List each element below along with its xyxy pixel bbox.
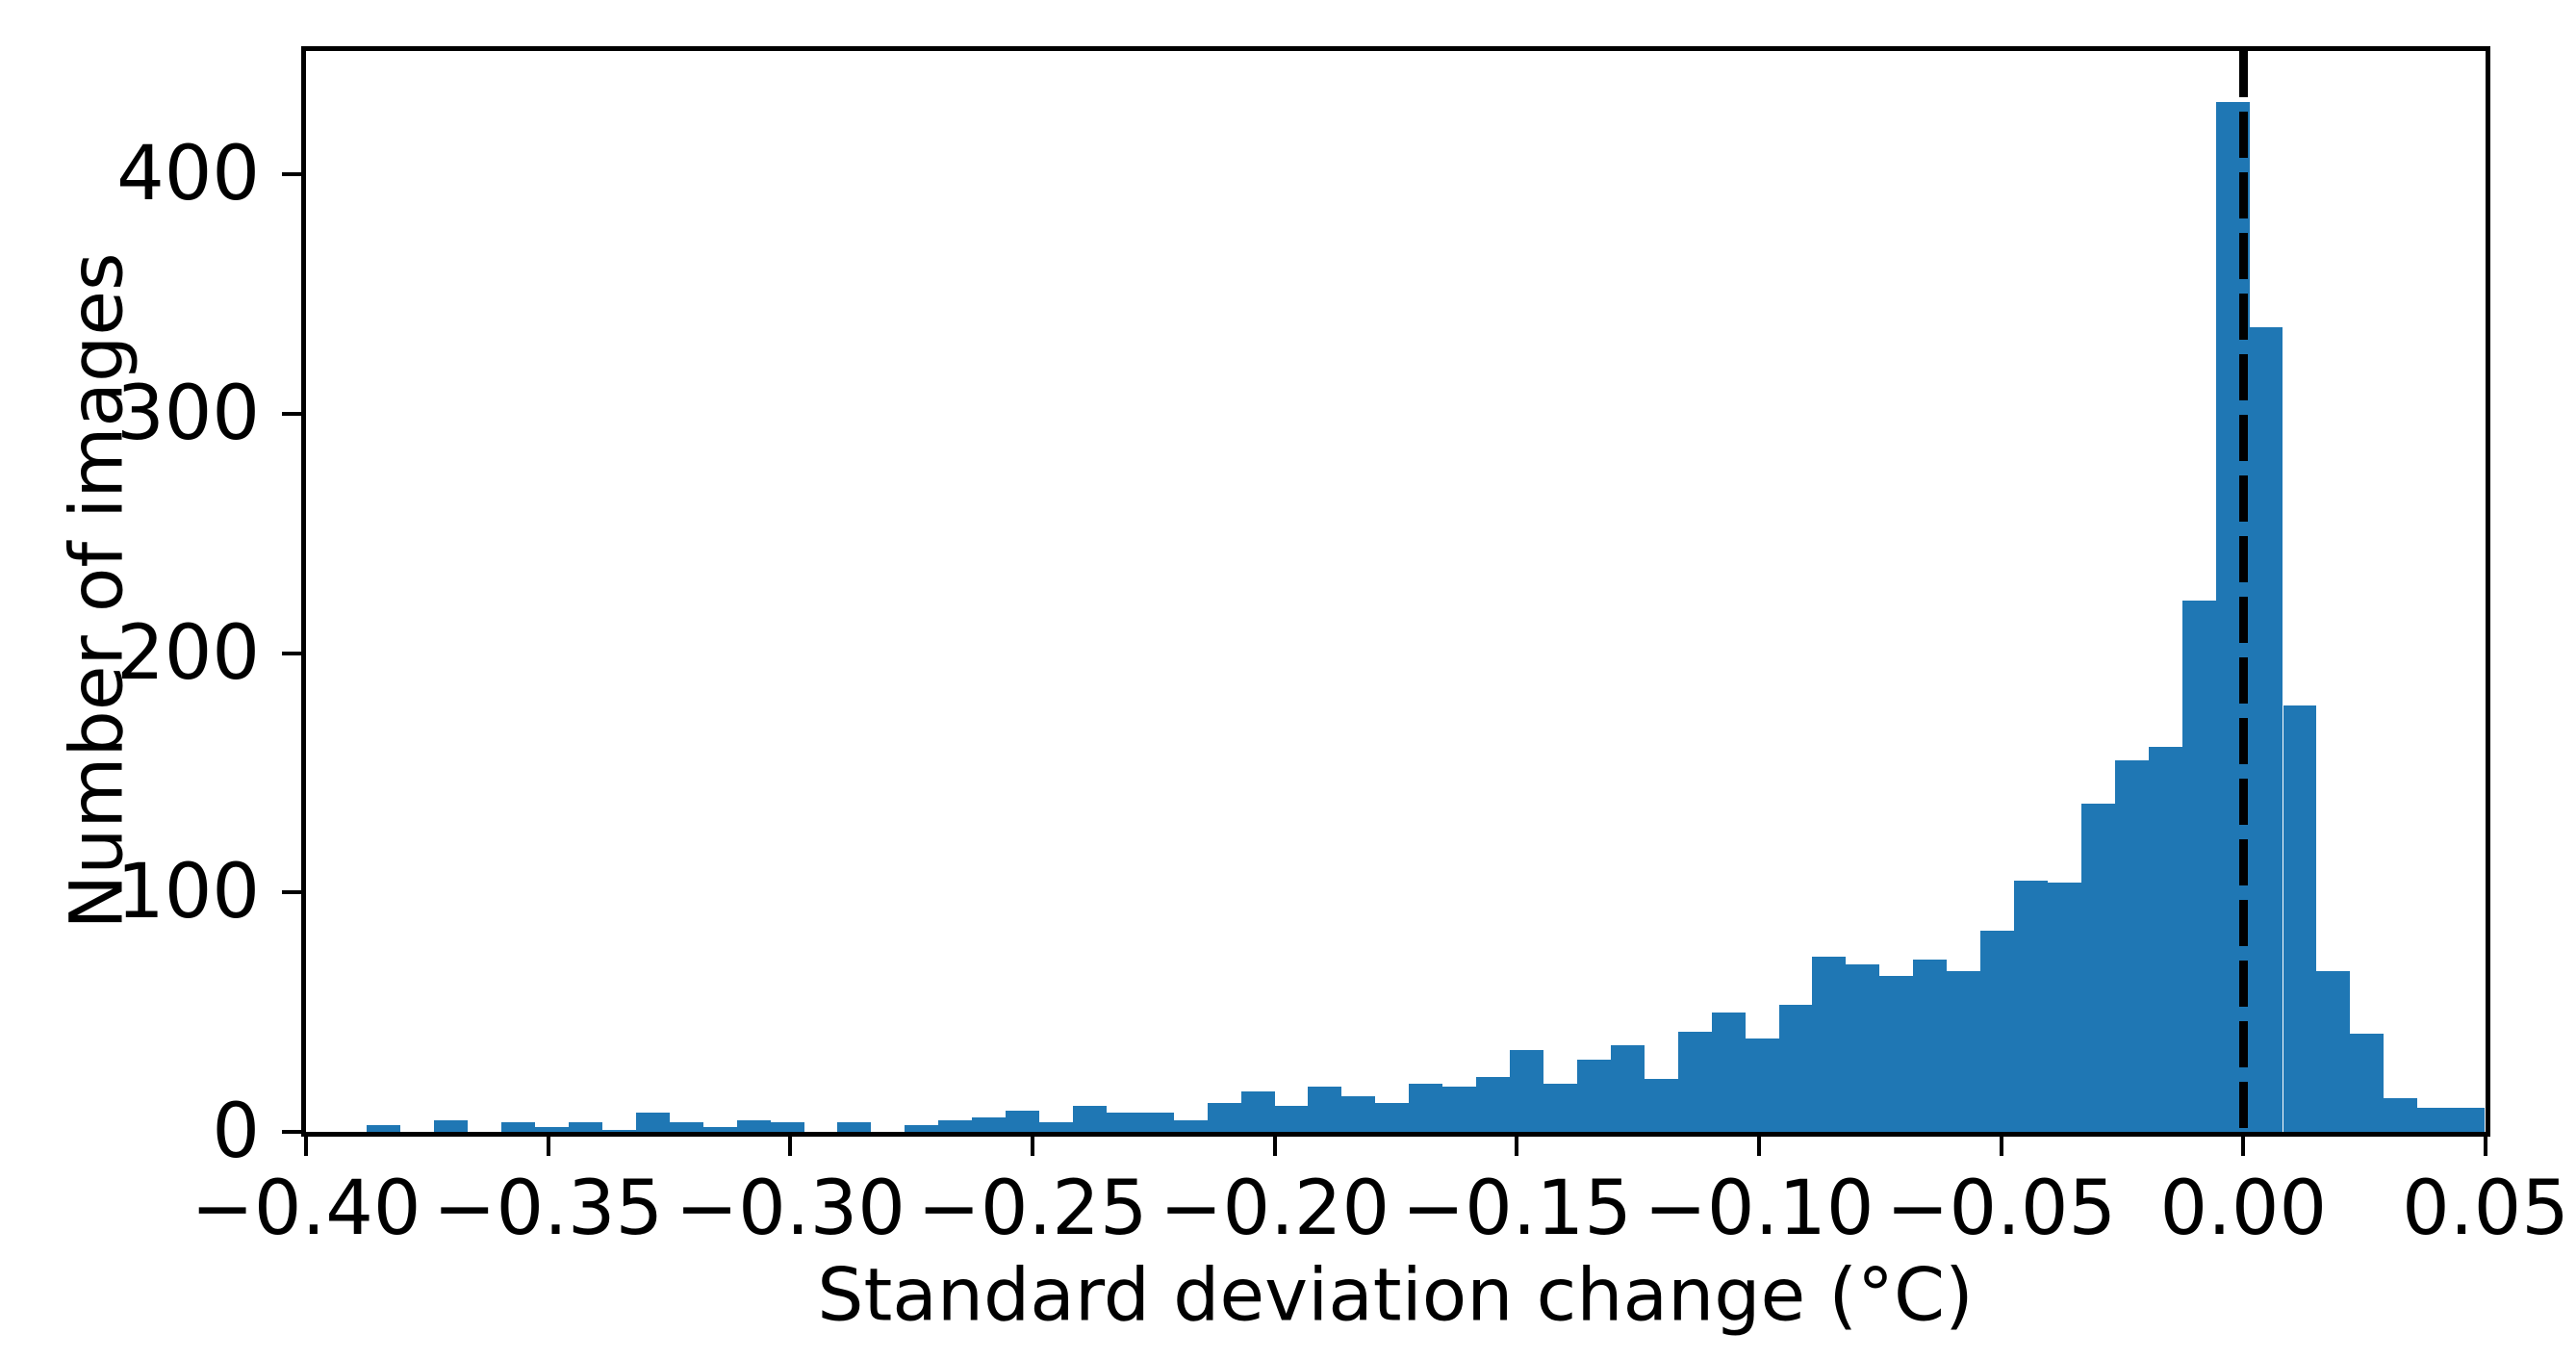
- histogram-bar: [837, 1122, 872, 1132]
- x-tick-label: −0.35: [433, 1166, 664, 1252]
- histogram-bar: [1308, 1086, 1342, 1132]
- histogram-bar: [702, 1127, 737, 1132]
- x-tick-mark: [546, 1137, 550, 1156]
- plot-area: [301, 46, 2490, 1137]
- histogram-bar: [2283, 705, 2317, 1132]
- histogram-bar: [2114, 760, 2149, 1132]
- histogram-bar: [535, 1127, 569, 1132]
- x-tick-label: −0.25: [917, 1166, 1148, 1252]
- y-tick-label: 300: [116, 370, 260, 457]
- histogram-bar: [1610, 1045, 1645, 1132]
- histogram-bar: [2316, 971, 2351, 1132]
- histogram-bar: [2384, 1098, 2418, 1132]
- x-tick-label: −0.40: [191, 1166, 421, 1252]
- histogram-bar: [1341, 1095, 1376, 1132]
- histogram-bar: [2451, 1108, 2486, 1132]
- histogram-bar: [2350, 1034, 2385, 1132]
- x-axis-title: Standard deviation change (°C): [817, 1251, 1974, 1338]
- y-tick-mark: [282, 651, 301, 655]
- histogram-bar: [2417, 1108, 2452, 1132]
- histogram-bar: [2249, 327, 2283, 1132]
- histogram-bar: [569, 1122, 602, 1132]
- y-tick-label: 100: [116, 849, 260, 936]
- x-tick-label: −0.30: [675, 1166, 905, 1252]
- histogram-bar: [1879, 976, 1914, 1132]
- histogram-bar: [972, 1117, 1007, 1132]
- x-tick-mark: [304, 1137, 308, 1156]
- histogram-bar: [1274, 1105, 1309, 1132]
- histogram-bar: [2047, 883, 2081, 1132]
- x-tick-label: 0.05: [2402, 1166, 2569, 1252]
- histogram-bar: [1207, 1103, 1241, 1132]
- histogram-bar: [1576, 1060, 1611, 1132]
- histogram-bar: [1072, 1105, 1107, 1132]
- histogram-bar: [1409, 1084, 1443, 1132]
- histogram-bar: [1846, 963, 1880, 1132]
- histogram-bar: [2014, 880, 2048, 1132]
- histogram-bar: [938, 1119, 973, 1132]
- y-tick-mark: [282, 1130, 301, 1134]
- histogram-bar: [1677, 1031, 1712, 1132]
- y-tick-label: 200: [116, 609, 260, 697]
- x-tick-mark: [788, 1137, 793, 1156]
- histogram-bar: [1510, 1050, 1543, 1132]
- histogram-bar: [1980, 931, 2015, 1132]
- histogram-bar: [1543, 1084, 1577, 1132]
- histogram-bar: [2181, 600, 2216, 1132]
- histogram-bar: [1173, 1119, 1208, 1132]
- x-tick-mark: [1757, 1137, 1761, 1156]
- histogram-bar: [1711, 1012, 1746, 1132]
- histogram-bar: [2080, 804, 2115, 1132]
- x-tick-label: −0.20: [1160, 1166, 1390, 1252]
- histogram-bar: [669, 1122, 703, 1132]
- histogram-bar: [635, 1113, 670, 1132]
- y-tick-mark: [282, 411, 301, 416]
- histogram-bar: [1240, 1090, 1275, 1132]
- histogram-bar: [1006, 1110, 1040, 1132]
- histogram-bar: [1375, 1103, 1410, 1132]
- histogram-bar: [1778, 1005, 1813, 1132]
- y-tick-label: 400: [116, 131, 260, 218]
- histogram-bar: [1139, 1113, 1174, 1132]
- histogram-bar: [1039, 1122, 1073, 1132]
- histogram-bar: [1913, 959, 1948, 1132]
- x-tick-label: −0.10: [1644, 1166, 1875, 1252]
- y-tick-label: 0: [212, 1089, 260, 1175]
- x-tick-mark: [1999, 1137, 2003, 1156]
- histogram-bar: [1812, 957, 1847, 1132]
- histogram-bar: [1947, 971, 1981, 1132]
- zero-dashed-line: [2238, 51, 2248, 1132]
- x-tick-mark: [1515, 1137, 1519, 1156]
- histogram-bar: [736, 1119, 771, 1132]
- x-tick-mark: [2241, 1137, 2246, 1156]
- histogram-bar: [905, 1124, 939, 1132]
- x-tick-mark: [1272, 1137, 1277, 1156]
- histogram-bar: [2148, 746, 2182, 1132]
- histogram-bar: [1106, 1113, 1140, 1132]
- histogram-bar: [434, 1119, 469, 1132]
- histogram-bar: [501, 1122, 536, 1132]
- histogram-bar: [601, 1129, 636, 1132]
- y-axis-title: Number of images: [53, 252, 140, 930]
- histogram-bar: [1442, 1086, 1477, 1132]
- x-tick-label: −0.15: [1401, 1166, 1632, 1252]
- x-tick-label: 0.00: [2159, 1166, 2328, 1252]
- x-tick-mark: [2484, 1137, 2487, 1156]
- y-tick-mark: [282, 172, 301, 177]
- histogram-bar: [367, 1124, 401, 1132]
- histogram-bar: [1745, 1038, 1779, 1132]
- y-tick-mark: [282, 890, 301, 895]
- histogram-bar: [1476, 1076, 1511, 1132]
- x-tick-label: −0.05: [1886, 1166, 2117, 1252]
- x-tick-mark: [1031, 1137, 1034, 1156]
- histogram-bar: [1644, 1079, 1678, 1132]
- histogram-bar: [770, 1122, 804, 1132]
